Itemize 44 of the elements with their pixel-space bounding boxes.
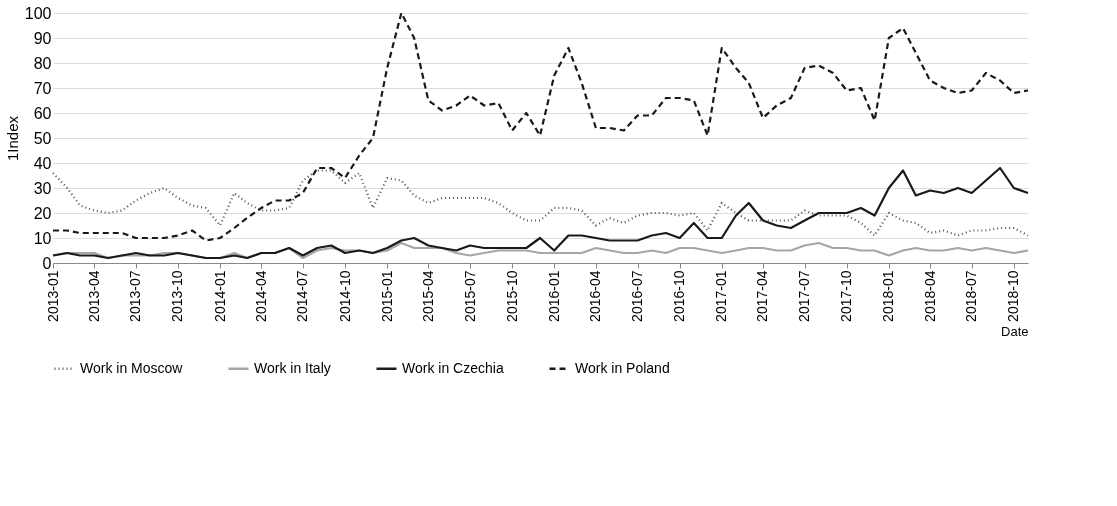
x-tick-label: 2014-04 [252, 270, 269, 322]
x-tick-label: 2017-07 [796, 270, 813, 322]
legend-label: Work in Moscow [80, 359, 184, 376]
x-tick-label: 2016-01 [545, 270, 562, 322]
y-tick-label: 0 [42, 254, 52, 272]
line-series [51, 11, 1030, 242]
y-tick-label: 30 [33, 179, 52, 197]
x-tick-label: 2014-10 [336, 270, 353, 322]
x-tick-label: 2016-07 [629, 270, 646, 322]
x-tick-label: 2018-10 [1005, 270, 1022, 322]
x-tick-label: 2015-07 [461, 270, 478, 322]
y-tick-label: 100 [24, 4, 52, 22]
x-tick-label: 2017-01 [713, 270, 730, 322]
y-tick-label: 70 [33, 79, 52, 97]
x-tick-label: 2017-10 [838, 270, 855, 322]
x-tick-label: 2013-07 [127, 270, 144, 322]
legend-label: Work in Poland [575, 359, 670, 376]
y-tick-label: 60 [33, 104, 52, 122]
x-tick-label: 2013-01 [44, 270, 61, 322]
x-tick-label: 2014-07 [294, 270, 311, 322]
x-tick-label: 2015-01 [378, 270, 395, 322]
y-tick-label: 90 [33, 29, 52, 47]
x-tick-label: 2016-10 [671, 270, 688, 322]
y-tick-label: 10 [33, 229, 52, 247]
line-series [51, 169, 1030, 237]
legend-label: Work in Czechia [402, 359, 504, 376]
y-tick-label: 20 [33, 204, 52, 222]
x-tick-label: 2013-10 [169, 270, 186, 322]
x-tick-label: 2017-04 [754, 270, 771, 322]
legend-label: Work in Italy [254, 359, 331, 376]
x-tick-label: 2018-07 [963, 270, 980, 322]
x-tick-label: 2015-04 [419, 270, 436, 322]
x-tick-label: 2014-01 [211, 270, 228, 322]
y-tick-label: 80 [33, 54, 52, 72]
x-tick-label: 2018-04 [921, 270, 938, 322]
line-series [51, 166, 1030, 260]
y-tick-label: 50 [33, 129, 52, 147]
x-tick-label: 2018-01 [880, 270, 897, 322]
x-axis-title: Date [1001, 323, 1029, 339]
x-tick-label: 2015-10 [503, 270, 520, 322]
y-tick-label: 40 [33, 154, 52, 172]
x-tick-label: 2016-04 [587, 270, 604, 322]
y-axis-title: 1Index [3, 115, 21, 162]
x-tick-label: 2013-04 [85, 270, 102, 322]
